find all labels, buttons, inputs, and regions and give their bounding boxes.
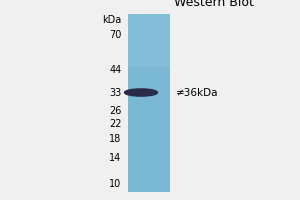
- Text: 22: 22: [109, 119, 122, 129]
- Text: Western Blot: Western Blot: [174, 0, 254, 9]
- Bar: [128, 14, 170, 67]
- Text: kDa: kDa: [102, 15, 122, 25]
- Text: 33: 33: [109, 88, 122, 98]
- Text: 10: 10: [109, 179, 122, 189]
- Text: 26: 26: [109, 106, 122, 116]
- Text: ≠36kDa: ≠36kDa: [176, 88, 218, 98]
- Text: 18: 18: [109, 134, 122, 144]
- Text: 70: 70: [109, 30, 122, 40]
- Bar: [128, 14, 170, 192]
- Text: 44: 44: [109, 65, 122, 75]
- Ellipse shape: [124, 89, 158, 96]
- Text: 14: 14: [109, 153, 122, 163]
